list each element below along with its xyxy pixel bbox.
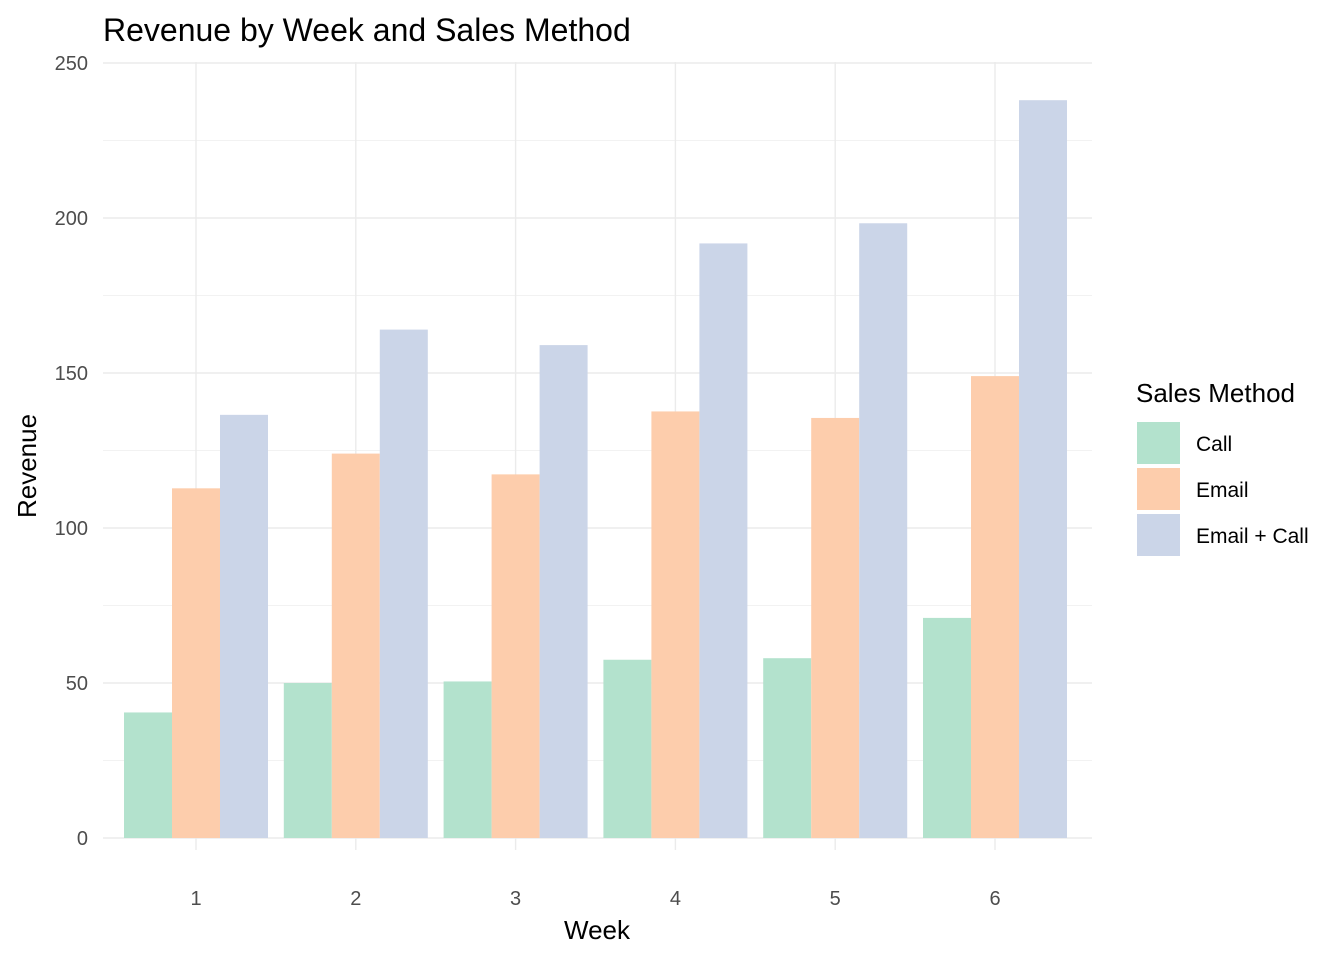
bar (811, 417, 860, 838)
x-tick-label: 3 (510, 888, 521, 910)
y-tick-label: 50 (66, 673, 88, 695)
legend-swatch (1137, 468, 1180, 510)
legend: Sales Method Call Email Email + Call (1136, 378, 1309, 556)
legend-items: Call Email Email + Call (1137, 422, 1309, 556)
bar (331, 453, 380, 838)
x-tick-label: 2 (350, 888, 361, 910)
bar (379, 329, 428, 838)
bar (443, 681, 492, 838)
legend-swatch (1137, 514, 1180, 556)
bar (491, 474, 540, 838)
y-tick-label: 150 (55, 363, 88, 385)
bar (763, 658, 812, 838)
bar (283, 683, 332, 838)
bar (220, 414, 268, 838)
x-axis-tick-labels: 1 2 3 4 5 6 (190, 888, 1000, 910)
bar (1019, 100, 1067, 838)
x-tick-label: 6 (989, 888, 1000, 910)
legend-title: Sales Method (1136, 378, 1295, 408)
x-tick-label: 1 (190, 888, 201, 910)
bar (603, 659, 652, 838)
bar (971, 376, 1019, 838)
legend-label: Call (1196, 433, 1232, 456)
y-tick-label: 0 (77, 828, 88, 850)
legend-swatch (1137, 422, 1180, 464)
chart-title: Revenue by Week and Sales Method (103, 12, 631, 48)
bar (172, 488, 220, 838)
y-axis-title: Revenue (12, 414, 42, 518)
y-axis-tick-labels: 0 50 100 150 200 250 (55, 53, 88, 850)
legend-label: Email + Call (1196, 525, 1309, 548)
bar (124, 712, 172, 838)
y-tick-label: 250 (55, 53, 88, 75)
bars (124, 100, 1067, 839)
y-tick-label: 200 (55, 208, 88, 230)
bar (539, 345, 588, 838)
y-tick-label: 100 (55, 518, 88, 540)
x-tick-label: 5 (830, 888, 841, 910)
bar (651, 411, 700, 838)
bar (859, 223, 908, 838)
x-tick-label: 4 (670, 888, 681, 910)
bar (923, 617, 971, 838)
x-axis-title: Week (564, 915, 631, 945)
legend-label: Email (1196, 479, 1249, 502)
bar (699, 243, 748, 839)
